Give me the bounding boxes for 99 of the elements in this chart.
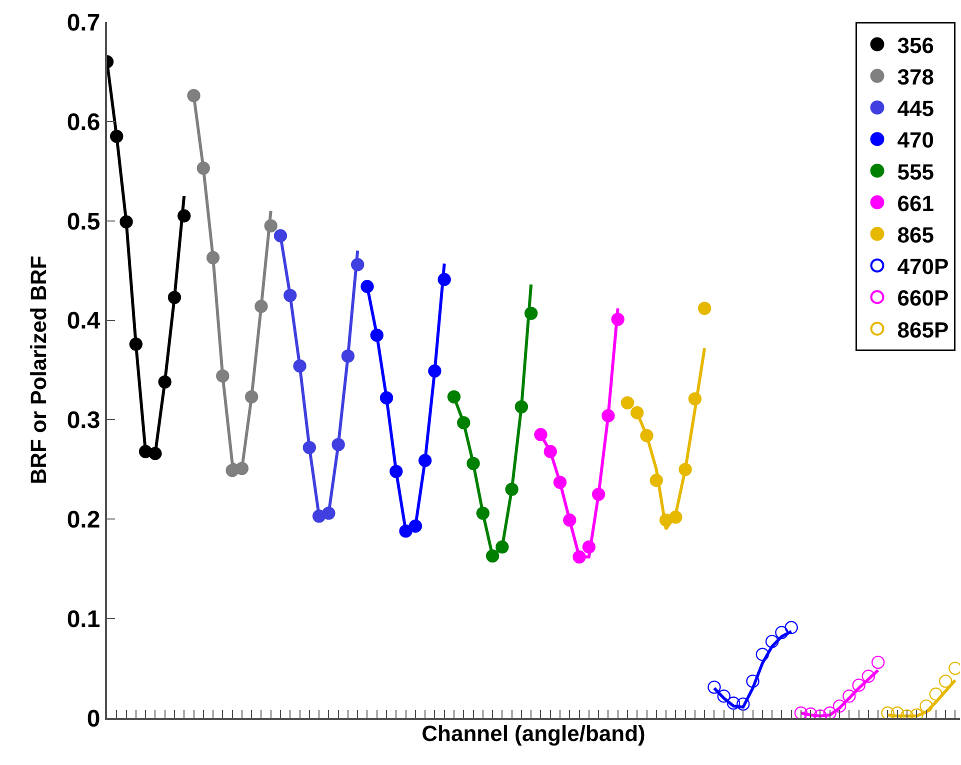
point <box>572 550 586 564</box>
legend-label: 445 <box>897 96 934 122</box>
point <box>293 359 306 373</box>
point <box>582 540 596 554</box>
point <box>640 429 654 442</box>
point <box>447 390 461 404</box>
point <box>120 215 133 228</box>
point <box>920 699 933 713</box>
point <box>784 620 798 634</box>
legend-label: 555 <box>897 159 934 184</box>
legend-label: 470 <box>897 128 934 153</box>
point <box>620 396 634 410</box>
point <box>476 506 490 520</box>
point <box>842 690 856 703</box>
point <box>775 626 788 640</box>
point <box>351 258 364 272</box>
point <box>158 375 172 389</box>
y-tick-label: 0.4 <box>66 308 101 335</box>
point <box>360 280 374 294</box>
point <box>302 440 316 454</box>
point <box>602 409 615 422</box>
point <box>341 349 355 363</box>
legend-label: 470P <box>897 254 949 280</box>
legend-label: 356 <box>897 32 934 58</box>
point <box>823 706 836 718</box>
point <box>284 288 297 302</box>
y-tick-label: 0.7 <box>66 9 100 36</box>
point <box>611 312 624 326</box>
point <box>650 474 663 487</box>
point <box>216 369 230 383</box>
legend-label: 660P <box>897 286 949 311</box>
point <box>678 462 692 476</box>
point <box>563 514 576 527</box>
legend-label: 865 <box>897 222 934 248</box>
point <box>496 540 509 554</box>
point <box>592 488 606 501</box>
y-tick-label: 0.2 <box>66 506 100 534</box>
point <box>457 416 470 430</box>
point <box>244 390 258 404</box>
point <box>553 476 567 489</box>
point <box>929 688 942 701</box>
legend-label: 865P <box>897 317 949 342</box>
point <box>408 520 422 533</box>
point <box>938 674 952 688</box>
legend-label: 661 <box>897 190 934 216</box>
point <box>765 634 779 648</box>
point <box>881 706 894 718</box>
point <box>390 464 403 478</box>
point <box>466 456 480 470</box>
y-tick-label: 0.6 <box>66 108 100 136</box>
point <box>534 428 548 442</box>
point <box>794 706 808 718</box>
point <box>669 510 682 524</box>
point <box>756 648 770 661</box>
y-tick-label: 0.3 <box>66 407 100 434</box>
y-tick-label: 0.5 <box>66 208 100 236</box>
point <box>110 130 124 143</box>
point <box>890 706 904 718</box>
point <box>187 88 200 102</box>
legend-label: 378 <box>897 64 934 90</box>
y-tick-label: 0 <box>86 705 100 732</box>
point <box>852 678 866 692</box>
point <box>505 482 518 496</box>
point <box>871 656 885 669</box>
point <box>862 670 876 683</box>
point <box>736 697 750 711</box>
point <box>148 446 162 460</box>
point <box>254 300 268 313</box>
y-tick-label: 0.1 <box>66 606 100 633</box>
point <box>688 392 702 406</box>
point <box>832 699 846 713</box>
point <box>544 444 557 458</box>
point <box>322 506 336 520</box>
point <box>380 391 394 404</box>
point <box>264 219 278 232</box>
point <box>438 272 451 286</box>
point <box>514 400 528 414</box>
point <box>698 302 712 315</box>
point <box>708 680 721 694</box>
y-axis-title: BRF or Polarized BRF <box>26 256 52 484</box>
point <box>332 438 345 452</box>
point <box>746 674 760 688</box>
point <box>196 162 210 175</box>
point <box>206 251 220 264</box>
point <box>129 338 143 351</box>
point <box>418 454 432 468</box>
point <box>428 364 442 378</box>
point <box>726 696 740 710</box>
point <box>370 328 384 342</box>
point <box>630 406 644 420</box>
point <box>178 209 191 222</box>
x-axis-title: Channel (angle/band) <box>422 720 646 746</box>
point <box>168 290 182 304</box>
point <box>235 462 249 476</box>
point <box>524 306 538 320</box>
point <box>399 524 412 538</box>
point <box>486 549 500 563</box>
point <box>717 690 730 703</box>
point <box>274 229 288 242</box>
